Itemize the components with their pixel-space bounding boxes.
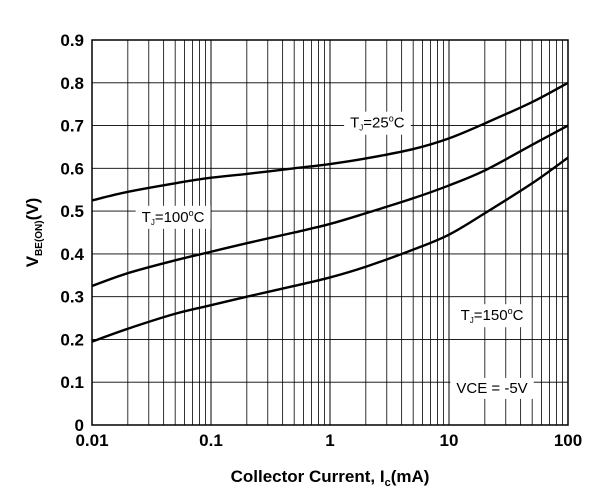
- annotation-tail: =25: [363, 115, 388, 132]
- annotation-1: TJ=25oC: [344, 111, 411, 135]
- y-axis-title-tail: (V): [23, 198, 42, 221]
- y-tick-label: 0.9: [60, 31, 84, 50]
- tick-label-layer: 0.01 0.1 1 10 100 0 0.1 0.2 0.3 0.4 0.5 0.6 0.7 0.8 0.…: [60, 31, 582, 450]
- annotation-2: TJ=100oC: [135, 205, 211, 229]
- y-tick-label: 0.4: [60, 245, 84, 264]
- annotation-text: TJ=150oC: [461, 306, 524, 325]
- annotation-3: TJ=150oC: [454, 304, 530, 328]
- annotation-background: [454, 304, 530, 328]
- annotation-background: [135, 205, 211, 229]
- y-tick-label: 0.1: [60, 373, 84, 392]
- annotation-main: T: [461, 307, 470, 324]
- x-tick-label: 10: [440, 431, 459, 450]
- y-tick-label: 0.5: [60, 202, 84, 221]
- x-tick-label: 1: [325, 431, 334, 450]
- y-tick-label: 0.2: [60, 330, 84, 349]
- annotation-background: [450, 377, 534, 399]
- y-tick-label: 0.7: [60, 117, 84, 136]
- y-axis-title: VBE(ON)(V): [23, 198, 45, 268]
- series-line-2: [91, 124, 569, 288]
- annotation-main: T: [350, 115, 359, 132]
- y-tick-label: 0.8: [60, 74, 84, 93]
- annotation-text: TJ=100oC: [142, 208, 205, 227]
- annotation-deg: o: [508, 306, 513, 316]
- annotation-unit: C: [194, 209, 205, 226]
- series-line-3: [91, 156, 569, 343]
- x-axis-title-tail: (mA): [391, 467, 430, 486]
- annotation-deg: o: [389, 114, 394, 124]
- x-tick-label: 0.1: [199, 431, 223, 450]
- y-axis-title-main: V: [23, 255, 42, 267]
- grid-layer: [92, 40, 568, 425]
- annotation-text: TJ=25oC: [350, 114, 405, 133]
- annotation-sub: J: [470, 316, 474, 325]
- y-tick-label: 0.3: [60, 288, 84, 307]
- plot-frame: [91, 39, 569, 426]
- x-tick-label: 100: [554, 431, 582, 450]
- annotation-text: VCE = -5V: [456, 380, 527, 397]
- y-tick-label: 0.6: [60, 159, 84, 178]
- annotation-main: T: [142, 209, 151, 226]
- x-axis-title-main: Collector Current, I: [231, 467, 385, 486]
- annotation-tail: =100: [155, 209, 189, 226]
- x-axis-title-sub: c: [385, 477, 391, 489]
- annotation-background: [344, 111, 411, 135]
- annotation-sub: J: [359, 124, 363, 133]
- annotation-sub: J: [151, 218, 155, 227]
- x-tick-label: 0.01: [75, 431, 108, 450]
- series-line-1: [91, 81, 569, 202]
- annotation-tail: =150: [474, 307, 508, 324]
- annotation-unit: C: [513, 307, 524, 324]
- annotation-unit: C: [394, 115, 405, 132]
- y-axis-title-sub: BE(ON): [34, 220, 45, 256]
- annotation-main: VCE = -5V: [456, 380, 527, 397]
- annotation-4: VCE = -5V: [450, 377, 534, 399]
- curve-layer: [91, 81, 569, 343]
- y-tick-label: 0: [75, 416, 84, 435]
- annotation-deg: o: [189, 208, 194, 218]
- x-axis-title: Collector Current, Ic(mA): [231, 467, 430, 489]
